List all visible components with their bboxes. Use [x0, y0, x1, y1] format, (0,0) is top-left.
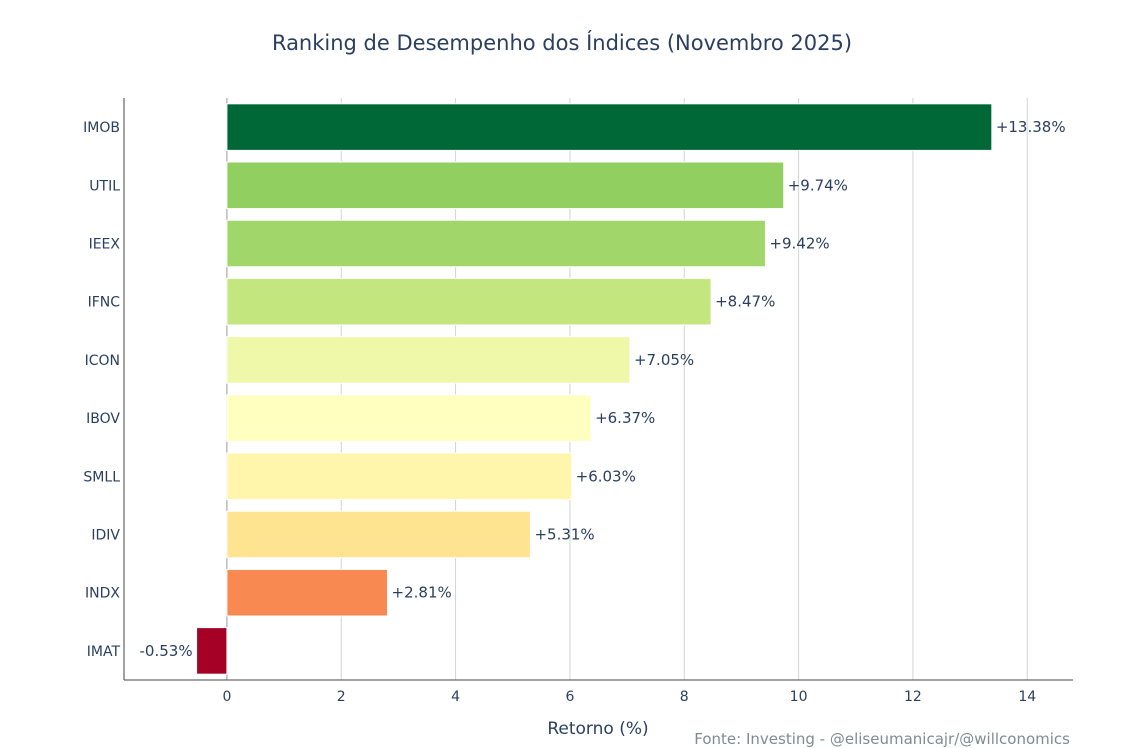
category-label: UTIL	[89, 178, 120, 194]
bar	[226, 161, 785, 210]
bar	[226, 394, 592, 442]
category-label: IFNC	[88, 295, 121, 311]
bar	[226, 336, 631, 384]
category-label: IEEX	[89, 237, 121, 253]
source-note: Fonte: Investing - @eliseumanicajr/@will…	[694, 730, 1070, 748]
bar	[226, 452, 573, 501]
bar	[226, 568, 389, 617]
category-label: SMLL	[83, 469, 120, 485]
data-label: +8.47%	[715, 293, 775, 311]
x-tick-label: 0	[222, 689, 231, 705]
x-tick-label: 2	[337, 689, 346, 705]
bar	[196, 627, 228, 675]
chart-title: Ranking de Desempenho dos Índices (Novem…	[272, 30, 852, 55]
x-tick-label: 10	[790, 689, 808, 705]
x-axis-title: Retorno (%)	[547, 719, 648, 739]
bar	[226, 510, 531, 559]
data-label: +9.74%	[788, 176, 848, 194]
data-label: +5.31%	[534, 526, 594, 544]
category-label: ICON	[85, 353, 120, 369]
data-label: -0.53%	[140, 642, 193, 660]
data-label: +6.37%	[595, 409, 655, 427]
bar	[226, 103, 993, 151]
category-labels: IMOB UTIL IEEX IFNC ICON IBOV SMLL IDIV INDX IMAT	[83, 120, 120, 660]
category-label: INDX	[85, 586, 120, 602]
x-tick-label: 8	[680, 689, 689, 705]
x-tick-labels: 0 2 4 6 8 10 12 14	[222, 689, 1036, 705]
x-tick-label: 14	[1018, 689, 1036, 705]
category-label: IMOB	[83, 120, 120, 136]
x-tick-label: 4	[451, 689, 460, 705]
bar	[226, 219, 766, 268]
bar	[226, 277, 712, 326]
category-label: IDIV	[91, 528, 120, 544]
bars	[196, 103, 993, 675]
x-tick-label: 12	[904, 689, 922, 705]
data-label: +7.05%	[634, 351, 694, 369]
data-label: +13.38%	[996, 118, 1066, 136]
category-label: IBOV	[86, 411, 120, 427]
x-tick-label: 6	[565, 689, 574, 705]
category-label: IMAT	[87, 644, 121, 660]
data-label: +2.81%	[392, 584, 452, 602]
data-label: +6.03%	[576, 467, 636, 485]
data-label: +9.42%	[769, 235, 829, 253]
data-labels: +13.38% +9.74% +9.42% +8.47% +7.05% +6.37% +6.…	[140, 118, 1066, 660]
